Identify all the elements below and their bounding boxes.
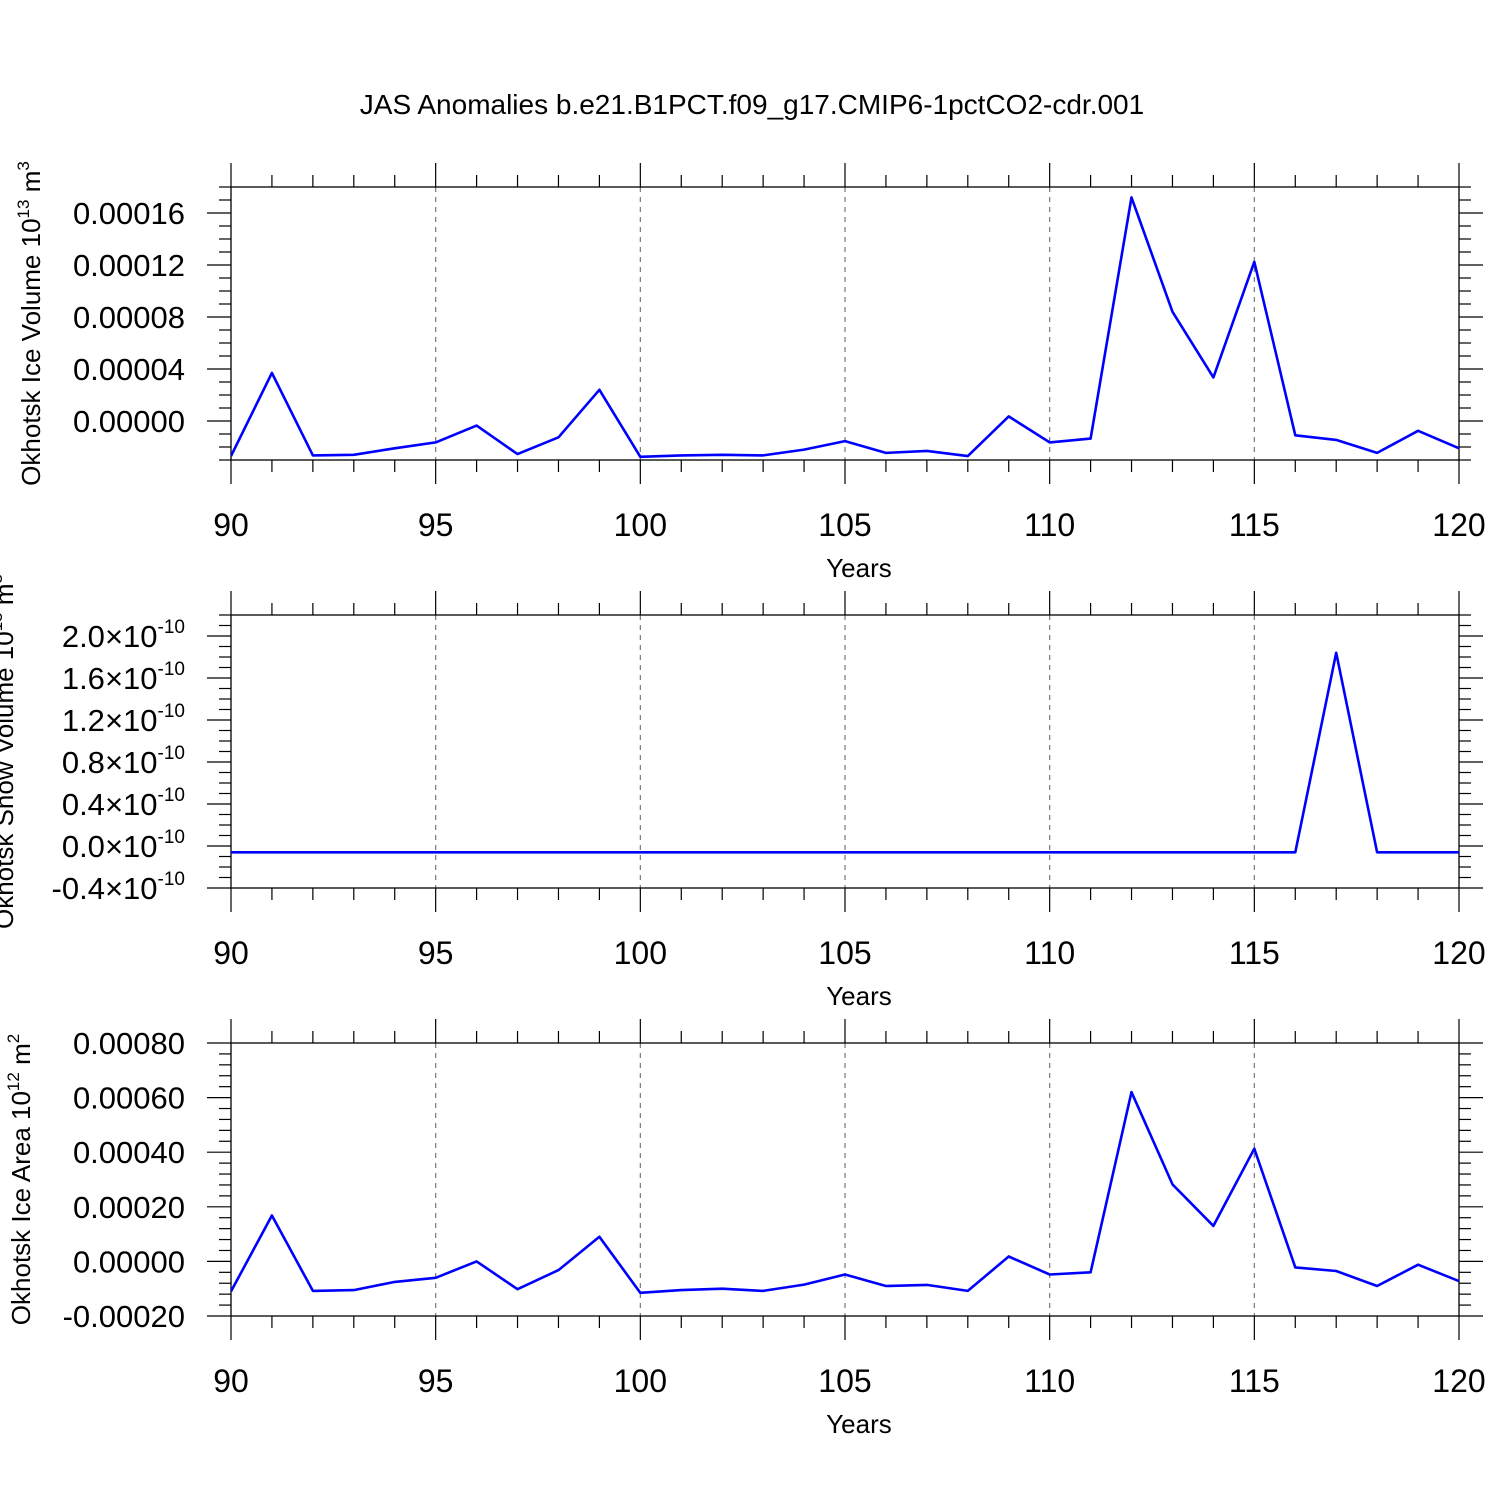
y-tick-label: 0.4×10-10 bbox=[62, 785, 185, 822]
ice-volume-panel: 90 95 100 105 110 115 120 0.00000 0.00004 0.00008… bbox=[14, 161, 1486, 583]
x-axis-label: Years bbox=[826, 553, 892, 583]
series-line bbox=[231, 196, 1459, 459]
y-tick-label: 0.00000 bbox=[73, 1244, 185, 1279]
x-tick-label: 115 bbox=[1229, 935, 1280, 971]
figure-title: JAS Anomalies b.e21.B1PCT.f09_g17.CMIP6-… bbox=[360, 89, 1144, 120]
snow-volume-panel: 90 95 100 105 110 115 120 -0.4×10-10 0.0×10-10 0.… bbox=[0, 574, 1486, 1011]
y-tick-label: 0.00000 bbox=[73, 404, 185, 439]
x-tick-label: 105 bbox=[818, 935, 871, 971]
y-axis-label: Okhotsk Snow Volume 1013 m3 bbox=[0, 574, 19, 929]
y-axis-label: Okhotsk Ice Area 1012 m2 bbox=[4, 1034, 36, 1325]
x-tick-label: 90 bbox=[213, 507, 249, 543]
x-axis-label: Years bbox=[826, 981, 892, 1011]
y-tick-label: 0.00016 bbox=[73, 196, 185, 231]
x-tick-label: 95 bbox=[418, 1363, 454, 1399]
ice-area-panel: 90 95 100 105 110 115 120 -0.00020 0.00000 0.0002… bbox=[4, 1019, 1486, 1439]
y-tick-label: 0.00060 bbox=[73, 1081, 185, 1116]
x-tick-label: 110 bbox=[1024, 507, 1075, 543]
x-tick-label: 95 bbox=[418, 507, 454, 543]
x-tick-label: 105 bbox=[818, 1363, 871, 1399]
x-tick-label: 95 bbox=[418, 935, 454, 971]
x-tick-label: 120 bbox=[1432, 1363, 1485, 1399]
y-tick-label: 0.00040 bbox=[73, 1135, 185, 1170]
y-tick-label: 0.00012 bbox=[73, 248, 185, 283]
series-line bbox=[231, 651, 1459, 854]
x-tick-label: 90 bbox=[213, 1363, 249, 1399]
y-tick-label: 0.0×10-10 bbox=[62, 827, 185, 864]
x-tick-label: 110 bbox=[1024, 1363, 1075, 1399]
x-tick-label: 90 bbox=[213, 935, 249, 971]
x-tick-label: 100 bbox=[614, 935, 667, 971]
y-tick-label: 0.00008 bbox=[73, 300, 185, 335]
y-tick-label: 0.00020 bbox=[73, 1190, 185, 1225]
y-tick-label: 0.00080 bbox=[73, 1026, 185, 1061]
x-tick-label: 100 bbox=[614, 507, 667, 543]
series-line bbox=[231, 1090, 1459, 1295]
x-tick-label: 115 bbox=[1229, 1363, 1280, 1399]
y-tick-label: 1.6×10-10 bbox=[62, 659, 185, 696]
y-tick-label: 0.00004 bbox=[73, 352, 185, 387]
x-tick-label: 105 bbox=[818, 507, 871, 543]
y-tick-label: 1.2×10-10 bbox=[62, 701, 185, 738]
x-tick-label: 100 bbox=[614, 1363, 667, 1399]
x-tick-label: 120 bbox=[1432, 507, 1485, 543]
y-tick-label: 2.0×10-10 bbox=[62, 617, 185, 654]
y-axis-label: Okhotsk Ice Volume 1013 m3 bbox=[14, 161, 46, 486]
x-tick-label: 110 bbox=[1024, 935, 1075, 971]
y-tick-label: -0.4×10-10 bbox=[52, 869, 185, 906]
x-tick-label: 120 bbox=[1432, 935, 1485, 971]
y-tick-label: 0.8×10-10 bbox=[62, 743, 185, 780]
x-tick-label: 115 bbox=[1229, 507, 1280, 543]
y-tick-label: -0.00020 bbox=[63, 1299, 185, 1334]
x-axis-label: Years bbox=[826, 1409, 892, 1439]
